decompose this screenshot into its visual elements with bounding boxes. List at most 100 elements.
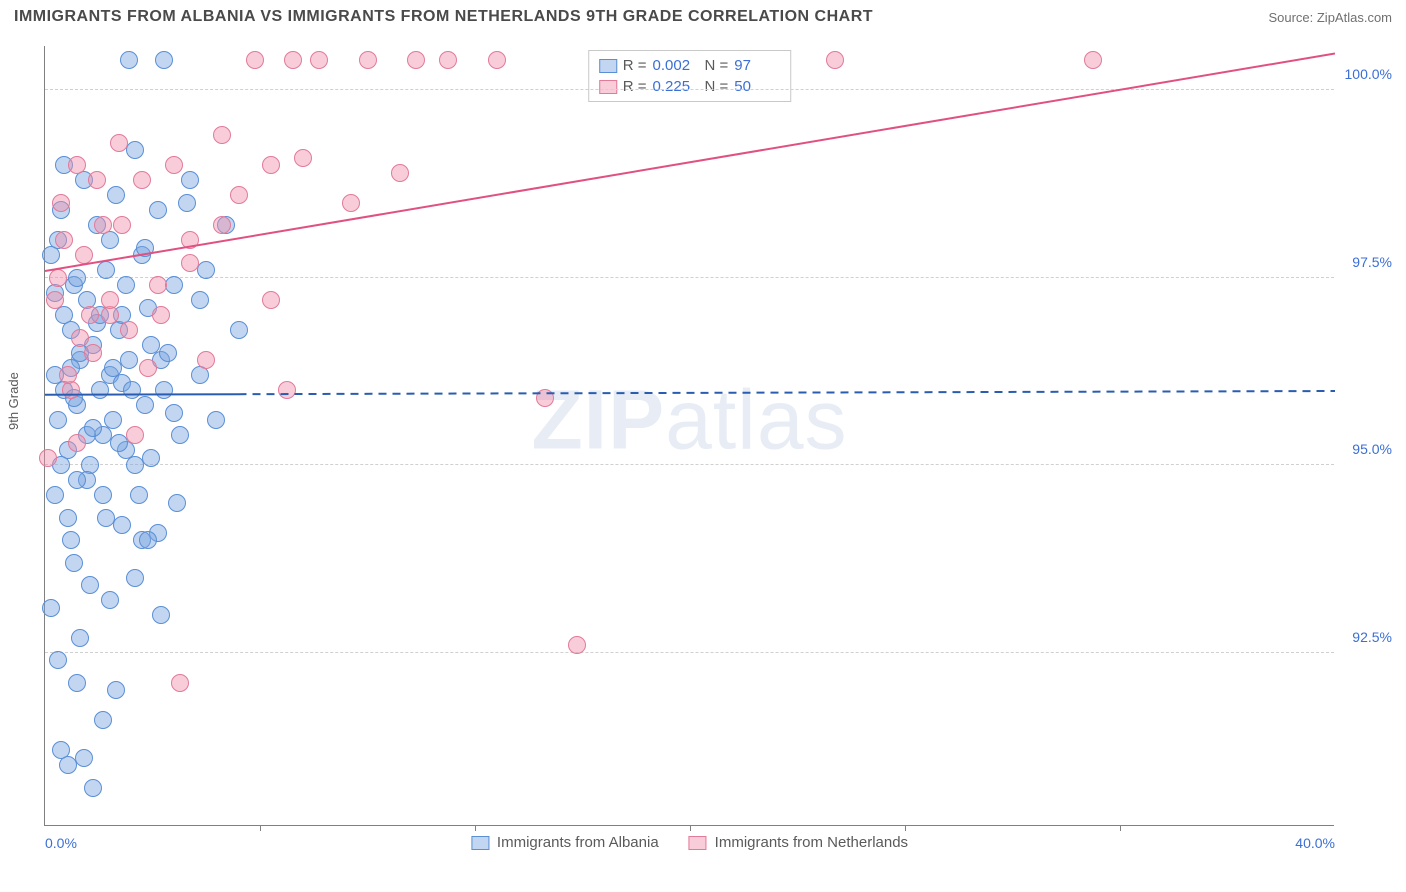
data-point (91, 381, 109, 399)
data-point (110, 134, 128, 152)
chart-header: IMMIGRANTS FROM ALBANIA VS IMMIGRANTS FR… (0, 0, 1406, 32)
data-point (165, 276, 183, 294)
gridline (45, 464, 1334, 465)
x-tick (475, 825, 476, 831)
swatch-icon (471, 836, 489, 850)
r-value-albania: 0.002 (653, 57, 699, 74)
stats-legend: R = 0.002 N = 97 R = 0.225 N = 50 (588, 50, 792, 102)
data-point (262, 291, 280, 309)
data-point (1084, 51, 1102, 69)
data-point (120, 321, 138, 339)
y-tick-label: 97.5% (1352, 254, 1392, 270)
data-point (126, 426, 144, 444)
data-point (94, 711, 112, 729)
stats-row-albania: R = 0.002 N = 97 (599, 55, 781, 76)
data-point (488, 51, 506, 69)
data-point (59, 509, 77, 527)
data-point (359, 51, 377, 69)
swatch-icon (689, 836, 707, 850)
data-point (94, 486, 112, 504)
gridline (45, 89, 1334, 90)
data-point (68, 471, 86, 489)
data-point (155, 51, 173, 69)
data-point (197, 261, 215, 279)
data-point (139, 531, 157, 549)
data-point (84, 779, 102, 797)
data-point (139, 359, 157, 377)
data-point (117, 276, 135, 294)
x-tick (905, 825, 906, 831)
data-point (81, 306, 99, 324)
data-point (136, 396, 154, 414)
data-point (39, 449, 57, 467)
data-point (568, 636, 586, 654)
data-point (278, 381, 296, 399)
data-point (149, 201, 167, 219)
data-point (159, 344, 177, 362)
data-point (49, 651, 67, 669)
data-point (191, 291, 209, 309)
data-point (262, 156, 280, 174)
data-point (136, 239, 154, 257)
data-point (84, 419, 102, 437)
data-point (310, 51, 328, 69)
x-tick (1120, 825, 1121, 831)
data-point (165, 404, 183, 422)
data-point (81, 576, 99, 594)
series-legend: Immigrants from Albania Immigrants from … (471, 834, 908, 851)
data-point (120, 51, 138, 69)
data-point (120, 351, 138, 369)
data-point (49, 411, 67, 429)
data-point (536, 389, 554, 407)
n-value-netherlands: 50 (734, 78, 780, 95)
data-point (71, 629, 89, 647)
data-point (246, 51, 264, 69)
data-point (294, 149, 312, 167)
gridline (45, 277, 1334, 278)
data-point (126, 141, 144, 159)
data-point (68, 674, 86, 692)
data-point (155, 381, 173, 399)
data-point (168, 494, 186, 512)
data-point (55, 231, 73, 249)
data-point (123, 381, 141, 399)
data-point (46, 486, 64, 504)
data-point (171, 426, 189, 444)
data-point (213, 126, 231, 144)
trend-lines (45, 46, 1335, 826)
y-tick-label: 95.0% (1352, 441, 1392, 457)
data-point (107, 186, 125, 204)
data-point (94, 216, 112, 234)
scatter-chart: ZIPatlas R = 0.002 N = 97 R = 0.225 N = … (44, 46, 1334, 826)
data-point (230, 321, 248, 339)
data-point (59, 366, 77, 384)
stats-row-netherlands: R = 0.225 N = 50 (599, 76, 781, 97)
data-point (181, 231, 199, 249)
legend-item-albania: Immigrants from Albania (471, 834, 659, 851)
data-point (68, 156, 86, 174)
data-point (75, 246, 93, 264)
data-point (284, 51, 302, 69)
data-point (52, 194, 70, 212)
x-tick (690, 825, 691, 831)
x-tick-label: 40.0% (1295, 835, 1335, 851)
data-point (213, 216, 231, 234)
data-point (62, 531, 80, 549)
r-value-netherlands: 0.225 (653, 78, 699, 95)
data-point (133, 171, 151, 189)
chart-source: Source: ZipAtlas.com (1268, 10, 1392, 25)
y-tick-label: 100.0% (1345, 66, 1392, 82)
data-point (68, 269, 86, 287)
data-point (181, 254, 199, 272)
watermark: ZIPatlas (531, 371, 847, 468)
data-point (149, 276, 167, 294)
data-point (101, 591, 119, 609)
data-point (97, 261, 115, 279)
data-point (152, 606, 170, 624)
data-point (107, 681, 125, 699)
data-point (826, 51, 844, 69)
data-point (65, 554, 83, 572)
data-point (197, 351, 215, 369)
data-point (130, 486, 148, 504)
data-point (68, 434, 86, 452)
